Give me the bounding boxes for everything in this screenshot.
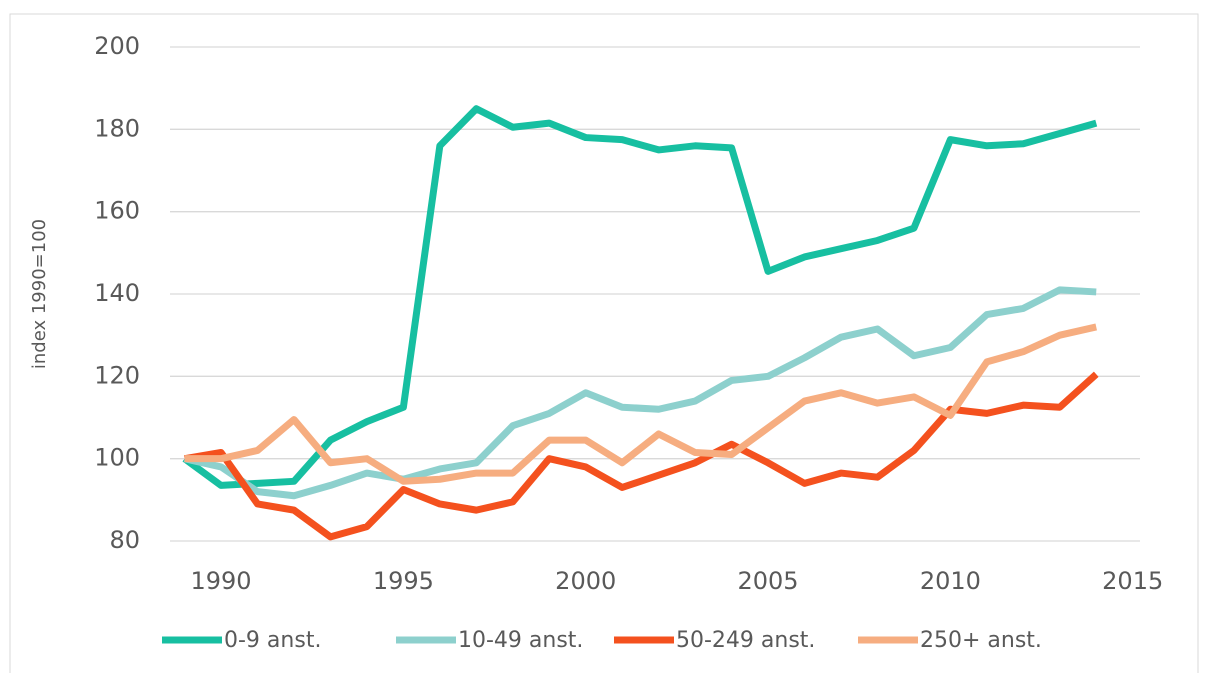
- x-tick-label: 2000: [555, 567, 616, 595]
- legend-label: 250+ anst.: [920, 628, 1042, 653]
- legend-label: 10-49 anst.: [458, 628, 583, 653]
- y-tick-label: 180: [94, 114, 140, 142]
- x-tick-label: 2005: [738, 567, 799, 595]
- legend-label: 0-9 anst.: [224, 628, 321, 653]
- y-tick-label: 140: [94, 279, 140, 307]
- y-tick-label: 100: [94, 444, 140, 472]
- x-tick-label: 1995: [373, 567, 434, 595]
- y-tick-label: 200: [94, 32, 140, 60]
- y-tick-label: 80: [109, 526, 140, 554]
- y-tick-label: 120: [94, 361, 140, 389]
- x-tick-label: 1990: [191, 567, 252, 595]
- y-tick-label: 160: [94, 197, 140, 225]
- legend-label: 50-249 anst.: [676, 628, 815, 653]
- x-tick-label: 2015: [1102, 567, 1163, 595]
- y-axis-label: index 1990=100: [29, 219, 50, 369]
- series-line: [183, 286, 1097, 500]
- x-tick-label: 2010: [920, 567, 981, 595]
- frame: [9, 13, 1199, 673]
- series-line: [184, 323, 1098, 485]
- series-line: [182, 105, 1098, 489]
